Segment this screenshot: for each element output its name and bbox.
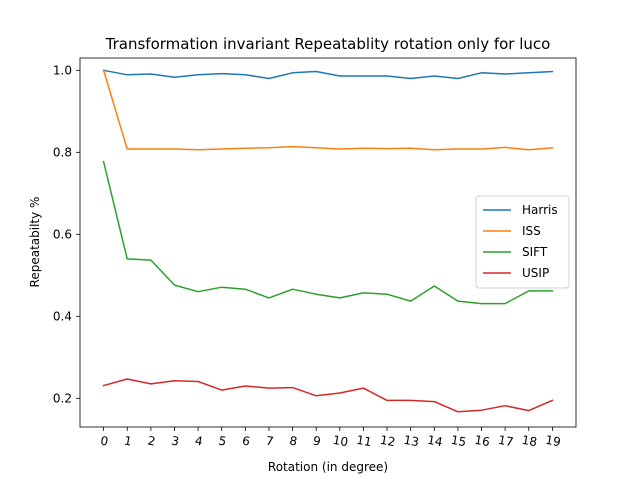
x-tick-label: 14 — [426, 433, 443, 449]
legend-box — [475, 195, 570, 289]
chart-title: Transformation invariant Repeatablity ro… — [105, 35, 551, 53]
y-tick-label: 0.8 — [53, 145, 72, 159]
x-tick-label: 5 — [217, 434, 227, 449]
x-tick-label: 12 — [379, 433, 396, 449]
x-axis-label: Rotation (in degree) — [268, 460, 388, 474]
x-tick-label: 2 — [147, 434, 157, 449]
y-tick-label: 1.0 — [53, 63, 72, 77]
x-tick-label: 6 — [241, 434, 251, 449]
x-tick-label: 3 — [170, 434, 180, 449]
x-tick-label: 19 — [544, 433, 561, 449]
x-tick-label: 8 — [288, 434, 298, 449]
legend-label-sift: SIFT — [522, 245, 548, 259]
x-tick-label: 7 — [265, 434, 275, 449]
x-tick-label: 0 — [99, 434, 109, 449]
y-axis: 0.2 0.4 0.6 0.8 1.0 — [53, 63, 80, 405]
x-tick-label: 11 — [355, 433, 372, 449]
series-line-usip — [102, 378, 554, 413]
series-line-sift — [102, 160, 554, 305]
y-tick-label: 0.6 — [53, 227, 72, 241]
x-axis: 0 1 2 3 4 5 6 7 8 9 10 11 12 13 14 15 16 17 18 19 — [99, 427, 562, 449]
legend-label-iss: ISS — [522, 224, 541, 238]
legend: Harris ISS SIFT USIP — [475, 195, 570, 289]
x-tick-label: 9 — [312, 434, 322, 449]
x-tick-label: 17 — [497, 433, 514, 449]
x-tick-label: 16 — [473, 433, 490, 449]
y-axis-label: Repeatabilty % — [28, 197, 42, 288]
series-lines — [102, 69, 554, 413]
y-tick-label: 0.4 — [53, 309, 72, 323]
series-line-iss — [102, 69, 554, 151]
x-tick-label: 18 — [521, 433, 538, 449]
x-tick-label: 10 — [332, 433, 349, 449]
x-tick-label: 4 — [194, 434, 204, 449]
plot-frame — [79, 57, 577, 428]
legend-label-usip: USIP — [522, 266, 549, 280]
series-line-harris — [102, 69, 554, 80]
x-tick-label: 15 — [450, 433, 467, 449]
x-tick-label: 1 — [123, 434, 133, 449]
x-tick-label: 13 — [403, 433, 420, 449]
legend-label-harris: Harris — [522, 203, 558, 217]
y-tick-label: 0.2 — [53, 391, 72, 405]
